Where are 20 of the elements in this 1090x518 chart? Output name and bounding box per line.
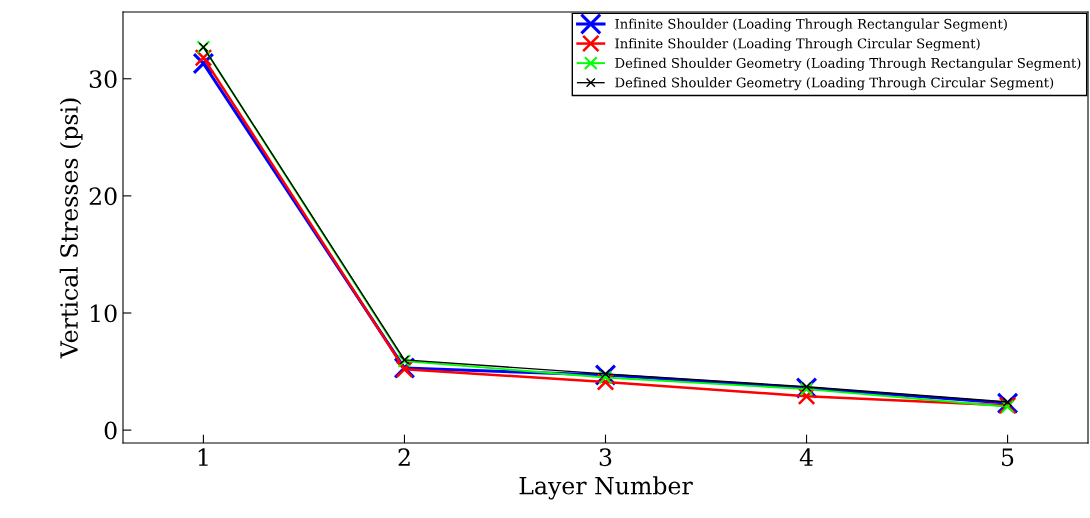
y-tick-label: 30 [89,70,117,89]
legend-label: Defined Shoulder Geometry (Loading Through Circular Segment) [615,77,1054,91]
x-tick-label: 1 [198,448,208,466]
y-tick-label: 0 [104,421,117,440]
point [598,370,613,385]
x-axis-title: Layer Number [519,476,693,500]
point [600,369,611,379]
point [799,382,814,396]
point [1002,397,1013,407]
legend-label: Infinite Shoulder (Loading Through Circular Segment) [615,38,980,52]
y-axis-title: Vertical Stresses (psi) [59,98,83,359]
y-tick-label: 10 [90,304,117,323]
point [801,381,812,392]
x-tick-label: 4 [799,448,813,466]
x-tick-label: 2 [398,448,410,466]
x-tick-label: 5 [1002,448,1014,467]
x-tick-label: 3 [599,448,612,467]
legend-label: Defined Shoulder Geometry (Loading Through Rectangular Segment) [615,57,1081,71]
y-tick-label: 20 [89,187,117,206]
legend-label: Infinite Shoulder (Loading Through Rectangular Segment) [615,18,1007,32]
